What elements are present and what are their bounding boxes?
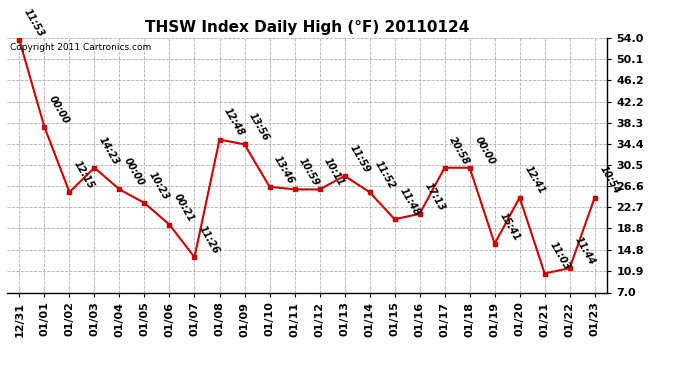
- Text: 13:46: 13:46: [273, 154, 297, 185]
- Text: 00:00: 00:00: [47, 94, 71, 126]
- Text: 11:03: 11:03: [547, 240, 571, 272]
- Text: 00:21: 00:21: [172, 192, 197, 223]
- Text: 13:56: 13:56: [247, 111, 271, 143]
- Text: 14:23: 14:23: [97, 135, 121, 166]
- Text: 11:26: 11:26: [197, 224, 221, 256]
- Text: Copyright 2011 Cartronics.com: Copyright 2011 Cartronics.com: [10, 43, 151, 52]
- Text: 15:41: 15:41: [497, 210, 522, 242]
- Text: 12:15: 12:15: [72, 159, 97, 191]
- Text: 10:11: 10:11: [322, 156, 346, 188]
- Title: THSW Index Daily High (°F) 20110124: THSW Index Daily High (°F) 20110124: [145, 20, 469, 35]
- Text: 11:44: 11:44: [573, 235, 597, 267]
- Text: 11:52: 11:52: [373, 159, 397, 191]
- Text: 10:23: 10:23: [147, 170, 171, 202]
- Text: 11:59: 11:59: [347, 143, 371, 174]
- Text: 10:54: 10:54: [598, 164, 622, 196]
- Text: 11:48: 11:48: [397, 186, 422, 218]
- Text: 00:00: 00:00: [473, 135, 497, 166]
- Text: 12:41: 12:41: [522, 164, 546, 196]
- Text: 20:58: 20:58: [447, 135, 471, 166]
- Text: 00:00: 00:00: [122, 156, 146, 188]
- Text: 17:13: 17:13: [422, 181, 446, 213]
- Text: 10:59: 10:59: [297, 156, 322, 188]
- Text: 12:48: 12:48: [222, 106, 246, 138]
- Text: 11:53: 11:53: [22, 7, 46, 39]
